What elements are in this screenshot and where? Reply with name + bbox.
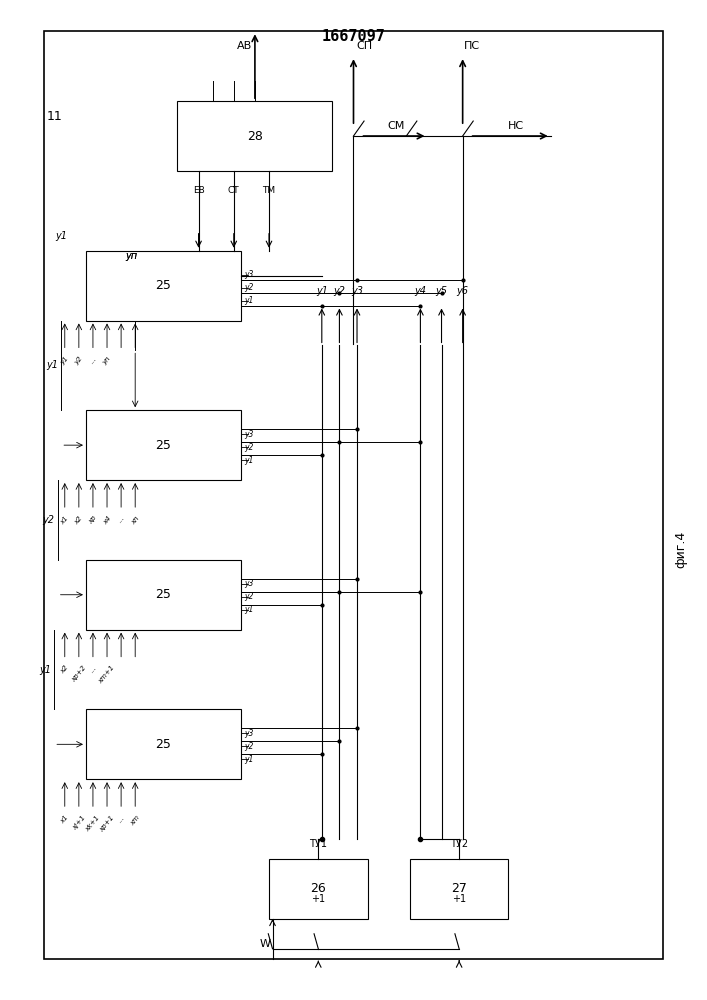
Bar (177, 101, 332, 171)
Text: у2: у2 (245, 592, 254, 601)
Text: xp+1: xp+1 (98, 814, 115, 833)
Text: у2: у2 (245, 283, 254, 292)
Text: у2: у2 (42, 515, 54, 525)
Text: ТУ1: ТУ1 (309, 839, 327, 849)
Bar (86, 709, 241, 779)
Text: xm: xm (129, 814, 141, 826)
Text: 28: 28 (247, 130, 263, 143)
Text: 1667097: 1667097 (322, 29, 385, 44)
Text: у1: у1 (245, 755, 254, 764)
Text: xm+1: xm+1 (98, 665, 116, 685)
Text: 27: 27 (451, 882, 467, 895)
Bar (86, 410, 241, 480)
Text: СП: СП (356, 41, 372, 51)
Text: 26: 26 (310, 882, 326, 895)
Text: у3: у3 (245, 270, 254, 279)
Text: xn: xn (130, 515, 140, 525)
Text: у4: у4 (414, 286, 426, 296)
Text: у1: у1 (46, 360, 58, 370)
Text: ЕВ: ЕВ (193, 186, 204, 195)
Text: у2: у2 (334, 286, 346, 296)
Text: ...: ... (88, 355, 98, 364)
Text: ПС: ПС (464, 41, 480, 51)
Text: 11: 11 (47, 110, 62, 123)
Bar (86, 560, 241, 630)
Text: x1: x1 (59, 515, 70, 525)
Bar (86, 251, 241, 320)
Text: у1: у1 (59, 355, 70, 366)
Text: уп: уп (126, 251, 138, 261)
Text: 25: 25 (156, 738, 171, 751)
Text: у2: у2 (74, 355, 84, 366)
Text: у2: у2 (245, 742, 254, 751)
Text: у1: у1 (39, 665, 51, 675)
Text: у1: у1 (55, 231, 67, 241)
Text: у3: у3 (245, 579, 254, 588)
Text: 25: 25 (156, 439, 171, 452)
Text: у3: у3 (245, 729, 254, 738)
Text: у1: у1 (245, 296, 254, 305)
Text: x1: x1 (59, 814, 70, 825)
Text: у3: у3 (351, 286, 363, 296)
Text: у1: у1 (245, 456, 254, 465)
Text: x2: x2 (74, 515, 84, 525)
Text: фиг.4: фиг.4 (674, 531, 687, 568)
Text: у3: у3 (245, 430, 254, 439)
Text: +1: +1 (452, 894, 466, 904)
Text: уn: уn (102, 355, 112, 366)
Text: у1: у1 (245, 605, 254, 614)
Bar (44, 31, 663, 959)
Text: СМ: СМ (387, 121, 404, 131)
Text: ...: ... (117, 814, 126, 823)
Text: 25: 25 (156, 588, 171, 601)
Text: ...: ... (117, 515, 126, 524)
Text: у2: у2 (245, 443, 254, 452)
Text: СТ: СТ (228, 186, 240, 195)
Text: у5: у5 (436, 286, 448, 296)
Text: xj+1: xj+1 (71, 814, 86, 831)
Text: xp: xp (88, 515, 98, 525)
Text: у1: у1 (316, 286, 328, 296)
Text: ...: ... (88, 665, 98, 674)
Bar (269, 859, 368, 919)
Text: x2: x2 (59, 665, 70, 675)
Text: ТМ: ТМ (262, 186, 276, 195)
Text: +1: +1 (311, 894, 325, 904)
Text: АВ: АВ (237, 41, 252, 51)
Text: у6: у6 (457, 286, 469, 296)
Text: xk+1: xk+1 (85, 814, 101, 832)
Text: НС: НС (508, 121, 524, 131)
Text: ТУ2: ТУ2 (450, 839, 468, 849)
Bar (410, 859, 508, 919)
Text: W: W (260, 939, 271, 949)
Text: 25: 25 (156, 279, 171, 292)
Text: уп: уп (126, 251, 138, 261)
Text: x4: x4 (102, 515, 112, 525)
Text: xp+2: xp+2 (71, 665, 87, 683)
